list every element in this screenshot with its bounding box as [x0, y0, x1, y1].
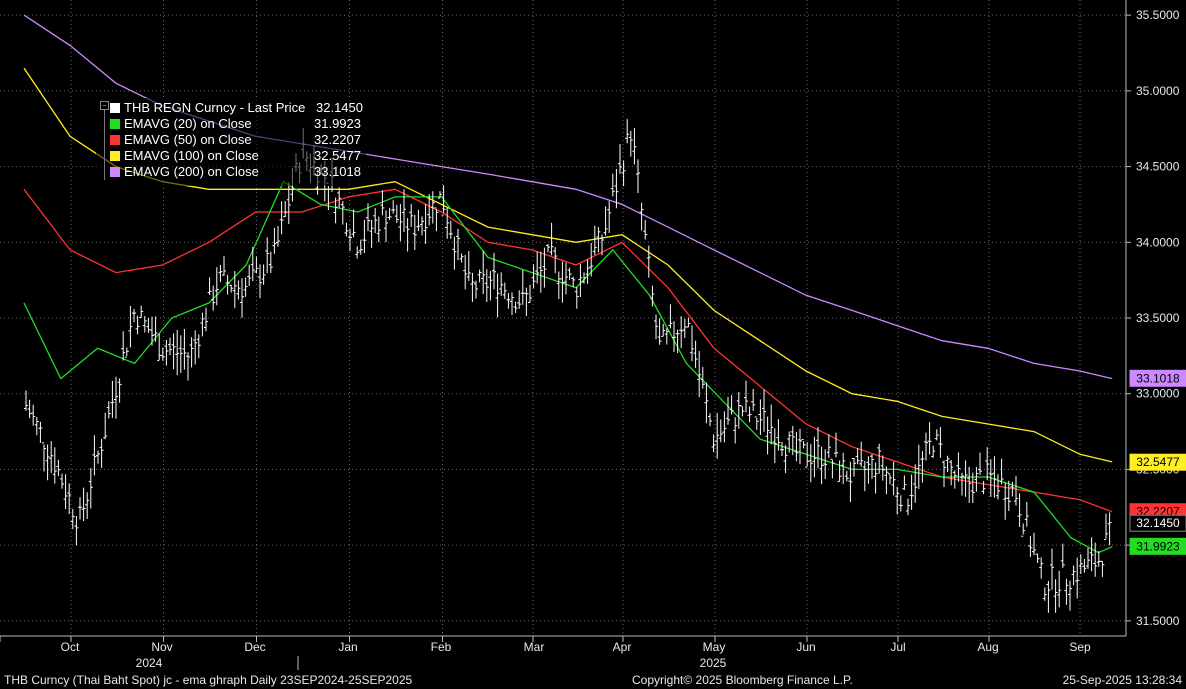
legend-value: 32.2207 — [314, 132, 361, 147]
last-value-tag: 32.5477 — [1129, 453, 1186, 471]
x-tick-label: Jul — [890, 640, 905, 654]
legend-value: 32.5477 — [314, 148, 361, 163]
x-tick-label: Oct — [61, 640, 80, 654]
series-line-ema — [23, 180, 1113, 554]
legend-entry: EMAVG (100) on Close 32.5477 — [110, 148, 361, 164]
year-label: 2025 — [700, 656, 727, 670]
y-tick-label: 34.0000 — [1136, 235, 1180, 249]
last-value-tag-label: 31.9923 — [1136, 539, 1180, 553]
last-value-tag-box — [1129, 453, 1186, 471]
footer-description: THB Curncy (Thai Baht Spot) jc - ema ghr… — [4, 673, 413, 687]
legend-entry: EMAVG (50) on Close 32.2207 — [110, 132, 361, 148]
legend-entry: EMAVG (20) on Close 31.9923 — [110, 116, 361, 132]
y-tick-label: 33.5000 — [1136, 311, 1180, 325]
last-value-tag: 32.1450 — [1129, 514, 1186, 532]
legend-swatch-ema50 — [110, 135, 120, 145]
last-value-tag: 31.9923 — [1129, 537, 1186, 555]
x-tick-label: Dec — [244, 640, 265, 654]
last-value-tag-box — [1129, 369, 1186, 387]
legend-tree-line — [104, 110, 105, 180]
year-label: 2024 — [136, 656, 163, 670]
legend-label: THB REGN Curncy - Last Price — [124, 100, 306, 115]
legend-label: EMAVG (20) on Close — [124, 116, 252, 131]
legend-entry: EMAVG (200) on Close 33.1018 — [110, 164, 361, 180]
footer-timestamp: 25-Sep-2025 13:28:34 — [1062, 673, 1182, 687]
x-tick-label: May — [703, 640, 726, 654]
legend-label: EMAVG (50) on Close — [124, 132, 252, 147]
y-tick-label: 33.0000 — [1136, 387, 1180, 401]
series-line-ema — [23, 67, 1113, 463]
last-value-tag-label: 32.1450 — [1136, 516, 1180, 530]
legend-swatch-ema20 — [110, 119, 120, 129]
last-value-tag-label: 33.1018 — [1136, 371, 1180, 385]
legend-swatch-ema100 — [110, 151, 120, 161]
legend-value: 31.9923 — [314, 116, 361, 131]
last-value-tag: 33.1018 — [1129, 369, 1186, 387]
y-tick-label: 35.0000 — [1136, 84, 1180, 98]
footer-copyright: Copyright© 2025 Bloomberg Finance L.P. — [632, 673, 853, 687]
x-tick-label: Mar — [524, 640, 545, 654]
legend-collapse-icon[interactable]: − — [100, 101, 109, 110]
x-tick-label: Sep — [1069, 640, 1091, 654]
legend-label: EMAVG (100) on Close — [124, 148, 259, 163]
legend-value: 33.1018 — [314, 164, 361, 179]
last-value-tag-box — [1129, 514, 1186, 532]
chart-legend: − THB REGN Curncy - Last Price 32.1450 E… — [96, 98, 366, 186]
last-value-tag-box — [1129, 537, 1186, 555]
legend-entry: THB REGN Curncy - Last Price 32.1450 — [110, 100, 363, 116]
legend-label: EMAVG (200) on Close — [124, 164, 259, 179]
x-tick-label: Jan — [338, 640, 357, 654]
x-tick-label: Aug — [977, 640, 998, 654]
y-tick-label: 34.5000 — [1136, 160, 1180, 174]
legend-swatch-last-price — [110, 103, 120, 113]
y-tick-label: 35.5000 — [1136, 8, 1180, 22]
x-tick-label: Apr — [613, 640, 632, 654]
last-value-tag-label: 32.5477 — [1136, 455, 1180, 469]
y-tick-label: 31.5000 — [1136, 614, 1180, 628]
x-tick-label: Feb — [431, 640, 452, 654]
legend-swatch-ema200 — [110, 167, 120, 177]
x-tick-label: Jun — [796, 640, 815, 654]
legend-value: 32.1450 — [316, 100, 363, 115]
x-tick-label: Nov — [151, 640, 172, 654]
